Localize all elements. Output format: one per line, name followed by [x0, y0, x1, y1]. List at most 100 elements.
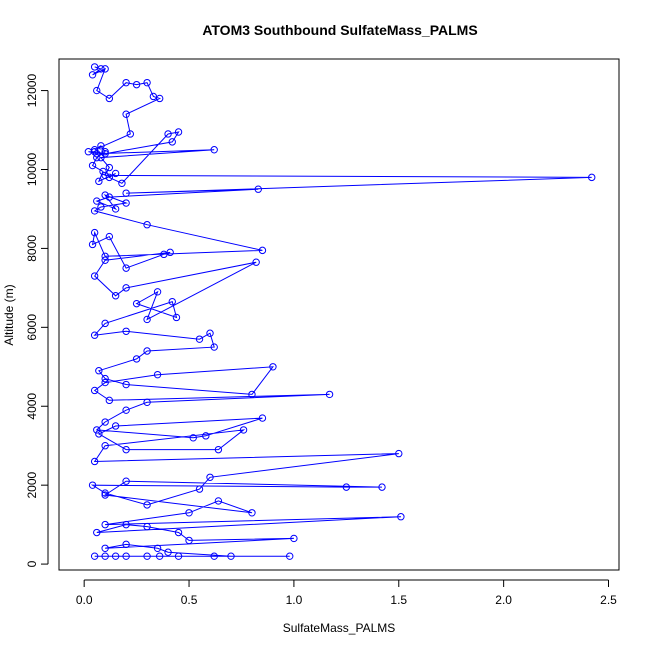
- data-point: [164, 130, 172, 138]
- x-axis-label: SulfateMass_PALMS: [283, 621, 396, 635]
- chart-title: ATOM3 Southbound SulfateMass_PALMS: [202, 22, 477, 38]
- data-point: [185, 536, 193, 545]
- data-point: [122, 380, 130, 389]
- data-point: [101, 418, 109, 426]
- data-point: [325, 390, 334, 399]
- data-point: [195, 335, 204, 343]
- x-tick-label: 1.5: [390, 593, 407, 607]
- data-point: [122, 406, 130, 414]
- data-point: [206, 473, 214, 481]
- data-point: [95, 177, 103, 186]
- data-point: [90, 457, 99, 466]
- data-point: [286, 552, 294, 560]
- data-point: [395, 449, 403, 458]
- data-point: [143, 501, 151, 509]
- data-point: [174, 128, 183, 136]
- data-point: [111, 422, 120, 430]
- data-point: [105, 94, 114, 103]
- data-point: [90, 63, 99, 71]
- y-axis-label: Altitude (m): [2, 284, 16, 345]
- data-point: [97, 203, 105, 211]
- data-point: [90, 207, 99, 215]
- data-point: [88, 161, 97, 170]
- data-point: [105, 396, 114, 405]
- data-point: [206, 329, 214, 337]
- y-tick-label: 10000: [25, 152, 39, 186]
- data-point: [122, 78, 130, 87]
- data-point: [269, 363, 277, 371]
- data-point: [122, 552, 130, 560]
- data-point: [210, 552, 218, 560]
- x-tick-label: 2.0: [495, 593, 512, 607]
- data-point: [122, 199, 130, 207]
- data-point: [118, 179, 126, 187]
- y-tick-label: 2000: [25, 471, 39, 498]
- data-point: [166, 248, 174, 257]
- data-point: [143, 347, 151, 355]
- y-axis: 0 2000 4000 6000 8000 10000 12000: [25, 74, 49, 567]
- data-point: [122, 327, 130, 335]
- data-point: [97, 142, 105, 150]
- data-point: [153, 544, 162, 552]
- data-point: [143, 221, 151, 229]
- data-point: [101, 319, 109, 328]
- y-tick-label: 12000: [25, 74, 39, 108]
- data-point: [101, 489, 109, 497]
- data-point: [105, 163, 114, 172]
- data-point: [111, 205, 120, 213]
- x-axis: 0.0 0.5 1.0 1.5 2.0 2.5: [76, 579, 617, 607]
- data-point: [111, 292, 120, 300]
- data-point: [101, 256, 109, 264]
- data-point: [88, 71, 97, 79]
- series-layer: [84, 63, 596, 560]
- data-point: [105, 232, 114, 241]
- data-point: [248, 509, 256, 517]
- data-point: [105, 173, 114, 182]
- data-point: [84, 148, 93, 156]
- data-point: [122, 110, 130, 118]
- data-point: [90, 228, 99, 237]
- x-tick-label: 1.0: [286, 593, 303, 607]
- data-point: [258, 246, 267, 255]
- data-point: [132, 299, 141, 308]
- data-point: [93, 197, 101, 205]
- data-point: [111, 169, 120, 178]
- data-point: [132, 355, 141, 363]
- data-point: [202, 432, 210, 440]
- data-point: [122, 264, 130, 272]
- data-point: [122, 520, 130, 529]
- data-point: [99, 167, 107, 176]
- data-point: [290, 534, 298, 543]
- data-point: [143, 315, 151, 324]
- data-point: [252, 258, 260, 266]
- data-point: [101, 191, 109, 199]
- data-point: [95, 430, 103, 438]
- data-point: [101, 491, 109, 499]
- data-point: [254, 185, 262, 193]
- data-point: [101, 374, 109, 383]
- data-point: [168, 138, 176, 146]
- data-point: [122, 445, 130, 454]
- y-tick-label: 8000: [25, 235, 39, 262]
- data-point: [189, 434, 197, 442]
- data-point: [143, 552, 151, 560]
- y-tick-label: 6000: [25, 314, 39, 341]
- data-point: [88, 240, 97, 249]
- data-point: [88, 481, 97, 489]
- data-point: [122, 189, 130, 197]
- data-point: [101, 148, 109, 156]
- data-point: [111, 552, 120, 560]
- data-point: [168, 297, 176, 306]
- data-point: [214, 445, 223, 454]
- data-point: [90, 331, 99, 339]
- data-point: [342, 483, 351, 491]
- data-point: [143, 522, 151, 531]
- data-point: [210, 343, 218, 351]
- plot-frame: [58, 58, 620, 571]
- data-point: [101, 150, 109, 158]
- x-tick-label: 2.5: [600, 593, 617, 607]
- y-tick-label: 4000: [25, 393, 39, 420]
- data-point: [588, 173, 596, 182]
- data-point: [174, 552, 183, 560]
- data-point: [101, 442, 109, 450]
